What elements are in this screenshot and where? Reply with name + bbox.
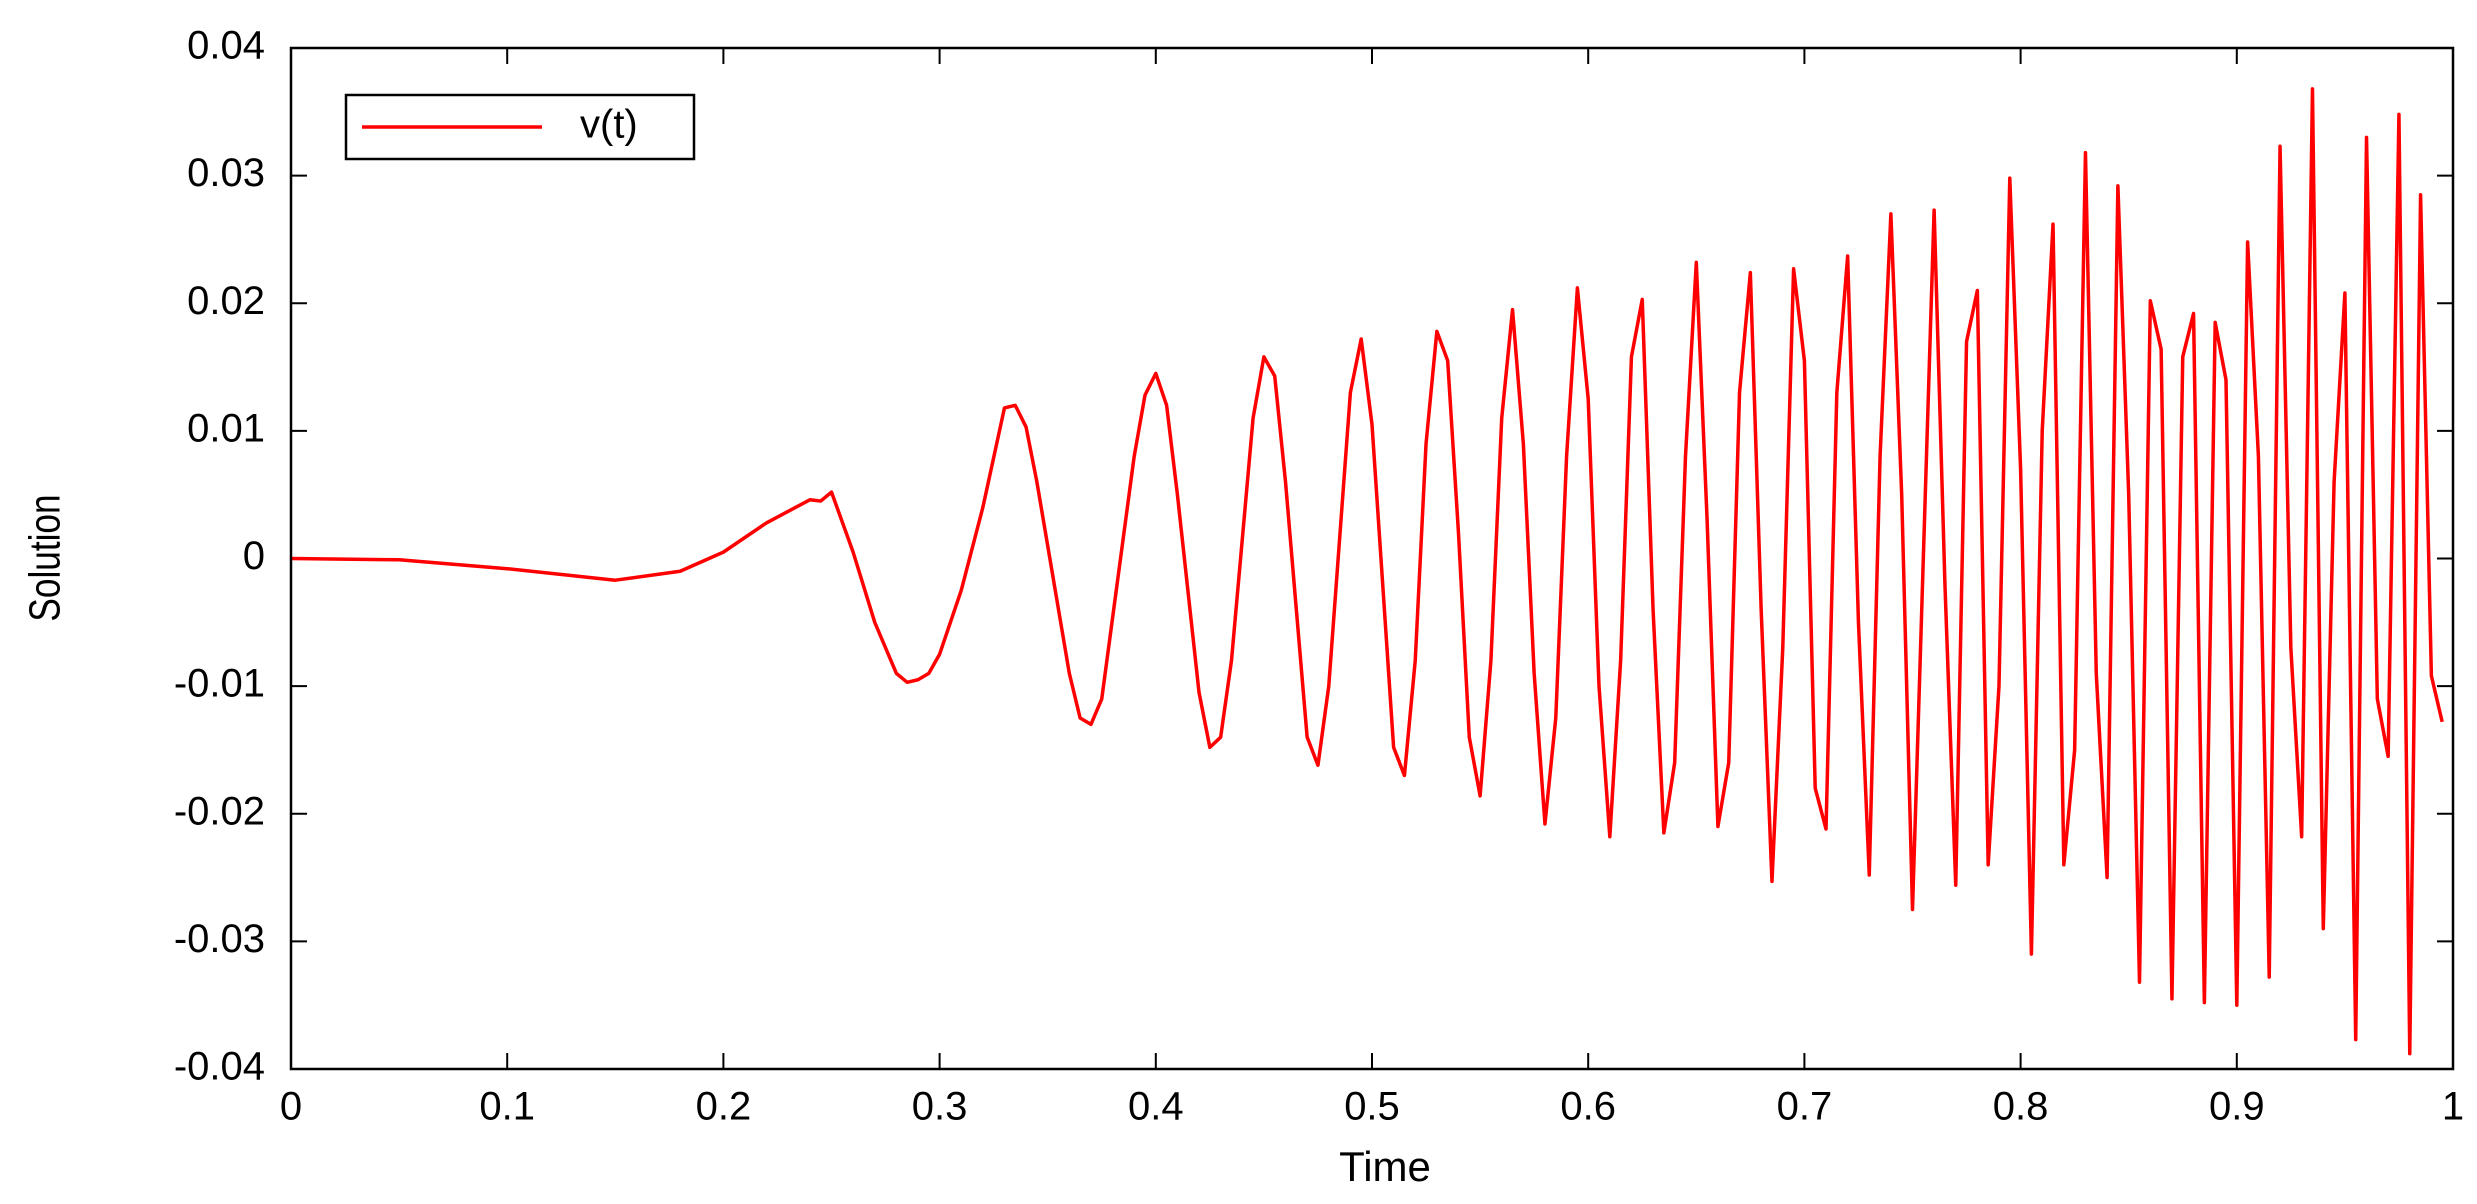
x-tick-label: 0.3 (912, 1085, 968, 1129)
plot-frame (289, 46, 2455, 1071)
x-tick-label: 1 (2442, 1085, 2464, 1129)
y-tick-label: 0.02 (187, 279, 265, 323)
x-tick-label: 0.6 (1560, 1085, 1616, 1129)
x-tick-label: 0.1 (479, 1085, 535, 1129)
x-tick-label: 0.4 (1128, 1085, 1184, 1129)
series-line (290, 87, 2444, 1056)
y-tick-label: -0.01 (174, 662, 265, 706)
y-tick-label: -0.03 (174, 917, 265, 961)
x-tick-label: 0 (280, 1085, 302, 1129)
x-axis-label: Time (1339, 1143, 1431, 1190)
y-tick-label: 0.04 (187, 24, 265, 68)
y-tick-label: -0.04 (174, 1045, 265, 1089)
x-tick-label: 0.2 (696, 1085, 752, 1129)
x-tick-label: 0.8 (1993, 1085, 2049, 1129)
legend-label: v(t) (580, 103, 638, 147)
x-tick-label: 0.9 (2209, 1085, 2265, 1129)
y-tick-label: 0.03 (187, 151, 265, 195)
x-tick-label: 0.5 (1344, 1085, 1400, 1129)
y-axis-label: Solution (21, 494, 70, 621)
y-tick-label: -0.02 (174, 789, 265, 833)
y-tick-label: 0.01 (187, 406, 265, 450)
y-tick-label: 0 (243, 534, 265, 578)
x-tick-label: 0.7 (1777, 1085, 1833, 1129)
